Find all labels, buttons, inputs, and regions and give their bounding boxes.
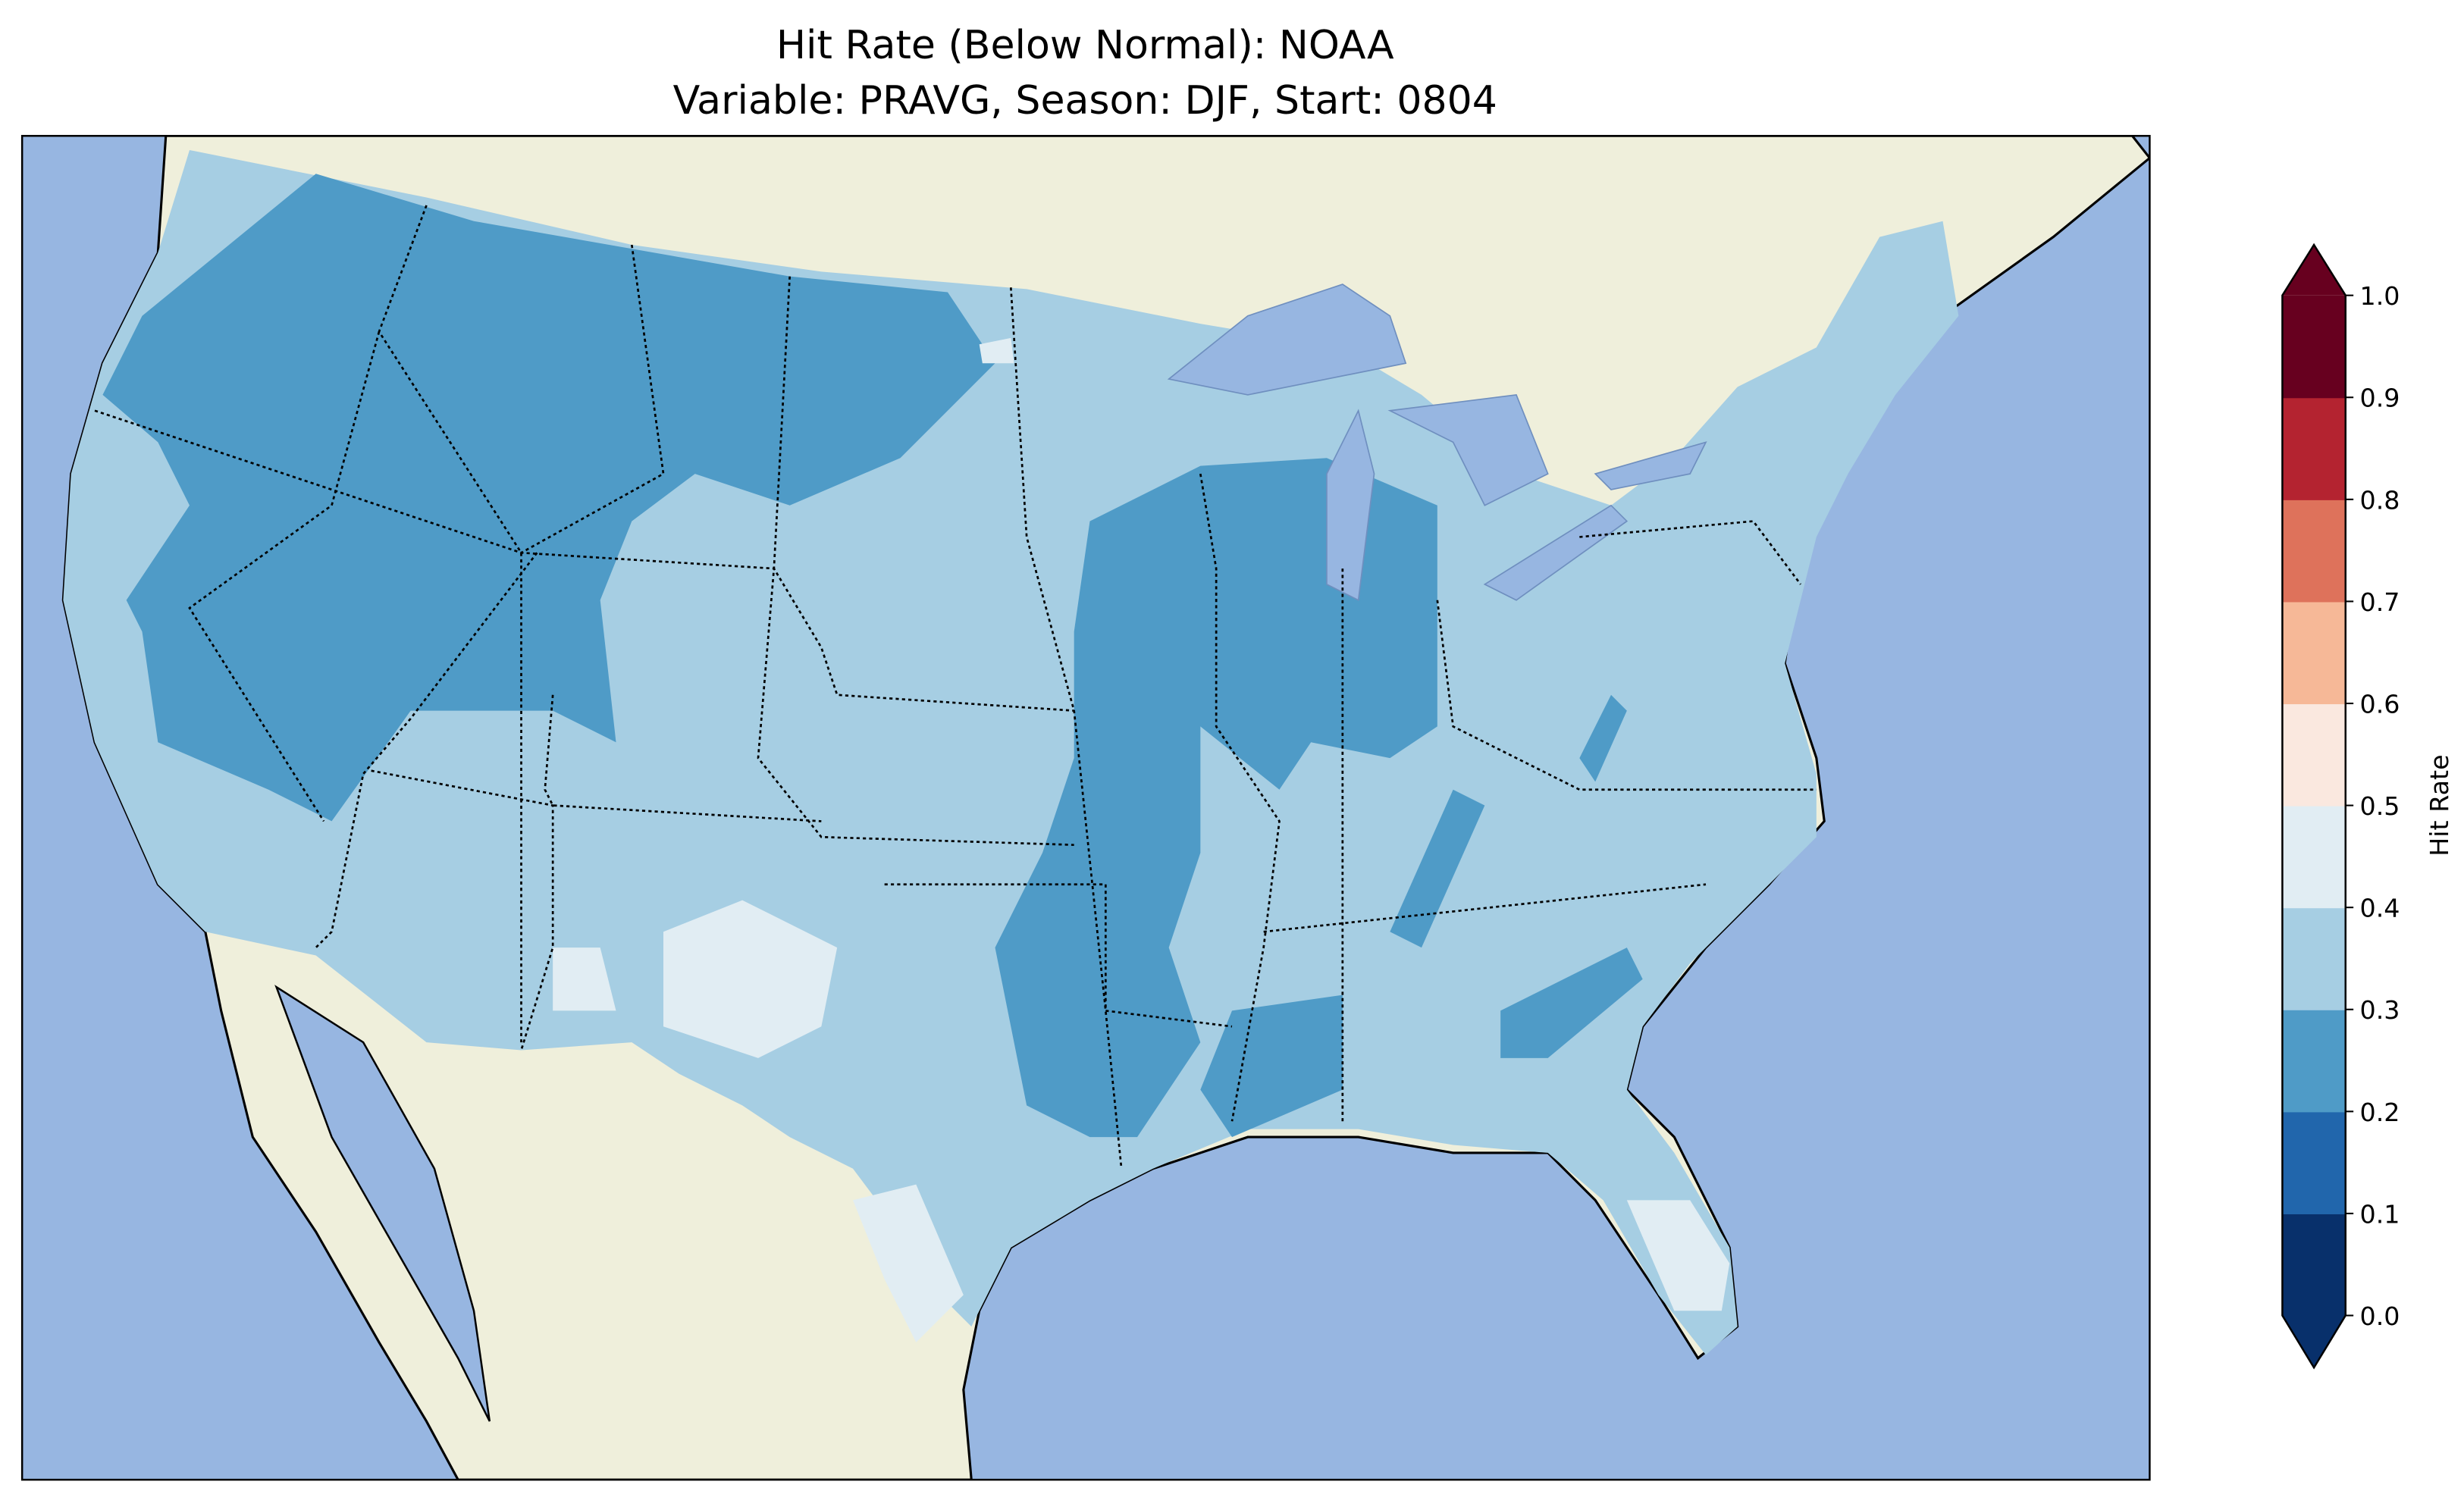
colorbar-bin-2 — [2282, 1009, 2346, 1113]
colorbar-tick-label: 0.5 — [2360, 791, 2400, 821]
colorbar-tick-label: 1.0 — [2360, 281, 2400, 311]
colorbar-tick-label: 0.8 — [2360, 485, 2400, 515]
colorbar-extend-low — [2282, 1315, 2346, 1368]
colorbar-tick-label: 0.4 — [2360, 894, 2400, 923]
colorbar-tick-label: 0.3 — [2360, 995, 2400, 1025]
colorbar-extend-high — [2282, 245, 2346, 296]
colorbar-bin-4 — [2282, 805, 2346, 909]
colorbar-tick-label: 0.9 — [2360, 384, 2400, 413]
colorbar-bin-5 — [2282, 703, 2346, 807]
colorbar-bin-0 — [2282, 1213, 2346, 1317]
colorbar-bin-1 — [2282, 1111, 2346, 1214]
colorbar: 0.0 0.1 0.2 0.3 0.4 0.5 0.6 0.7 0.8 0.9 1.0 — [2281, 243, 2400, 1370]
gulf-of-california — [274, 985, 491, 1422]
colorbar-bin-6 — [2282, 601, 2346, 705]
colorbar-tick-label: 0.1 — [2360, 1199, 2400, 1229]
great-lakes — [1167, 283, 1707, 602]
colorbar-label: Hit Rate — [2425, 754, 2454, 856]
colorbar-bin-8 — [2282, 397, 2346, 500]
colorbar-tick-label: 0.6 — [2360, 690, 2400, 719]
hit-rate-0.4-0.5-regions — [553, 337, 1730, 1342]
map-frame — [20, 135, 2151, 1481]
chart-title-line1: Hit Rate (Below Normal): NOAA — [776, 23, 1394, 68]
map — [20, 135, 2151, 1481]
colorbar-tick-label: 0.7 — [2360, 587, 2400, 617]
colorbar-bin-9 — [2282, 295, 2346, 399]
colorbar-bin-7 — [2282, 499, 2346, 603]
colorbar-bin-3 — [2282, 907, 2346, 1010]
chart-title-line2: Variable: PRAVG, Season: DJF, Start: 080… — [673, 78, 1497, 124]
colorbar-tick-label: 0.0 — [2360, 1301, 2400, 1331]
colorbar-tick-label: 0.2 — [2360, 1098, 2400, 1127]
state-borders — [94, 205, 1817, 1169]
